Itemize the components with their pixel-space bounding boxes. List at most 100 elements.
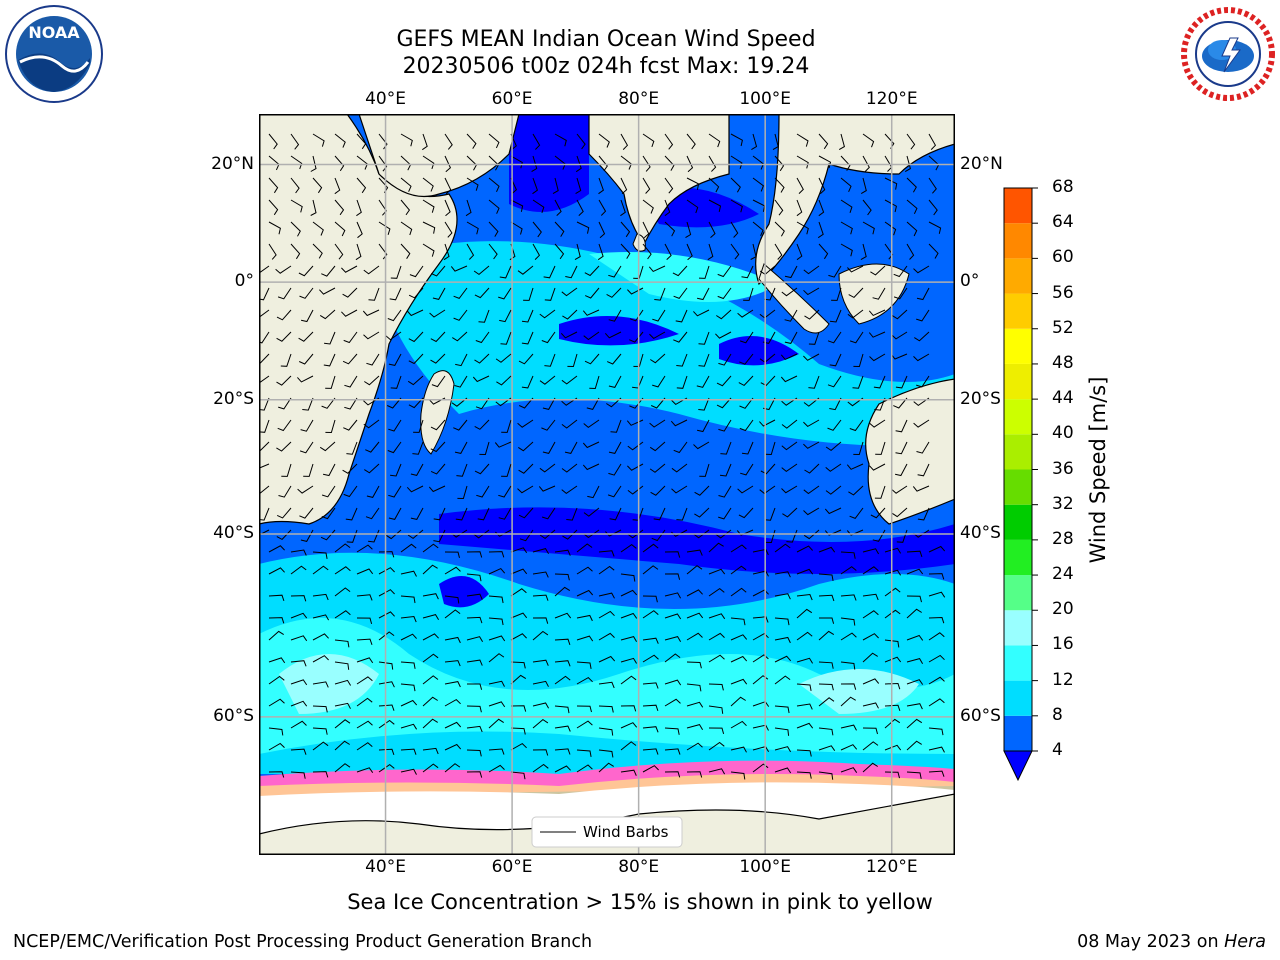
wind-barb [693, 441, 710, 450]
wind-barb [400, 595, 416, 604]
wind-barb [388, 419, 402, 432]
wind-barb [474, 463, 490, 475]
wind-barb [698, 331, 710, 345]
wind-barb [303, 463, 314, 477]
wind-barb [730, 177, 741, 193]
wind-barb [609, 507, 622, 521]
wind-barb [290, 549, 307, 556]
wind-barb [277, 287, 292, 300]
wind-barb [510, 199, 524, 212]
wind-barb [774, 636, 791, 644]
wind-barb [708, 768, 726, 775]
wind-barb [466, 749, 482, 757]
wind-barb [474, 419, 490, 430]
wind-barb [730, 221, 739, 238]
wind-barb [803, 397, 820, 407]
wind-barb [774, 571, 791, 578]
wind-barb [818, 243, 829, 260]
wind-barb [365, 507, 380, 520]
wind-barb [916, 309, 930, 322]
wind-barb [664, 613, 682, 620]
wind-barb [620, 243, 631, 259]
wind-barb [672, 265, 688, 277]
wind-barb [928, 133, 937, 150]
wind-barb [576, 661, 592, 669]
wind-barb [366, 485, 380, 498]
wind-barb [796, 545, 813, 553]
wind-barb [642, 748, 659, 755]
wind-barb [743, 287, 754, 301]
wind-barb [576, 705, 592, 713]
wind-barb [363, 265, 380, 275]
wind-barb [840, 724, 857, 731]
axis-tick-label: 60°S [213, 705, 254, 726]
wind-barb [895, 419, 908, 433]
wind-barb [299, 287, 314, 299]
wind-barb [454, 441, 468, 454]
wind-barb [686, 133, 696, 150]
wind-barb [408, 353, 424, 365]
wind-barb [488, 133, 500, 149]
footer-organization: NCEP/EMC/Verification Post Processing Pr… [13, 932, 593, 952]
wind-barb [675, 309, 688, 323]
wind-barb [730, 544, 747, 553]
wind-barb [818, 133, 829, 150]
wind-barb [906, 718, 923, 729]
wind-barb [620, 221, 631, 238]
wind-barb [473, 265, 490, 276]
wind-barb [312, 705, 328, 713]
wind-barb [781, 441, 798, 451]
wind-barb [523, 287, 534, 301]
wind-barb [444, 636, 461, 644]
wind-barbs-legend: Wind Barbs [531, 816, 683, 848]
wind-barb [829, 397, 842, 411]
wind-barb [884, 221, 897, 236]
wind-barb [720, 441, 732, 455]
colorbar-segment [1004, 258, 1032, 294]
wind-barb [598, 632, 615, 641]
wind-barb [422, 718, 438, 729]
wind-barb [290, 679, 308, 686]
wind-barb [278, 485, 292, 498]
wind-barb [847, 309, 864, 319]
wind-barb [378, 681, 395, 688]
wind-barb [518, 397, 534, 409]
wind-barb [664, 199, 671, 217]
colorbar-under-arrow [1003, 750, 1033, 782]
wind-barb [433, 507, 446, 521]
wind-barb [299, 441, 314, 454]
wind-barb [422, 633, 439, 641]
wind-barb [389, 287, 402, 301]
wind-barb [838, 133, 845, 151]
wind-barb [708, 654, 725, 663]
wind-barb [916, 287, 930, 301]
wind-barb [532, 617, 549, 624]
wind-barb [341, 309, 358, 317]
map-gridlines [259, 114, 955, 855]
wind-barb [574, 243, 581, 261]
wind-barb [686, 549, 703, 556]
wind-barb [730, 678, 748, 685]
wind-barb [781, 287, 798, 297]
wind-barb [334, 610, 351, 619]
wind-barb [906, 550, 923, 558]
wind-barb [538, 485, 556, 492]
wind-barb [642, 704, 659, 712]
colorbar-segment [1004, 504, 1032, 540]
wind-barb [676, 375, 688, 389]
wind-barb [586, 397, 600, 410]
wind-barb [554, 549, 571, 556]
wind-barb [828, 265, 842, 278]
wind-barb [730, 655, 748, 663]
wind-barb [686, 724, 704, 730]
wind-barb [620, 177, 628, 195]
wind-barb [290, 771, 306, 779]
wind-barb [804, 309, 820, 320]
wind-barb [422, 593, 439, 600]
wind-barb [846, 529, 864, 536]
wind-barb [302, 397, 314, 411]
wind-barb [554, 638, 571, 646]
wind-barb [452, 331, 468, 342]
wind-band-tropics [389, 241, 955, 446]
colorbar-tick-label: 12 [1052, 669, 1074, 690]
